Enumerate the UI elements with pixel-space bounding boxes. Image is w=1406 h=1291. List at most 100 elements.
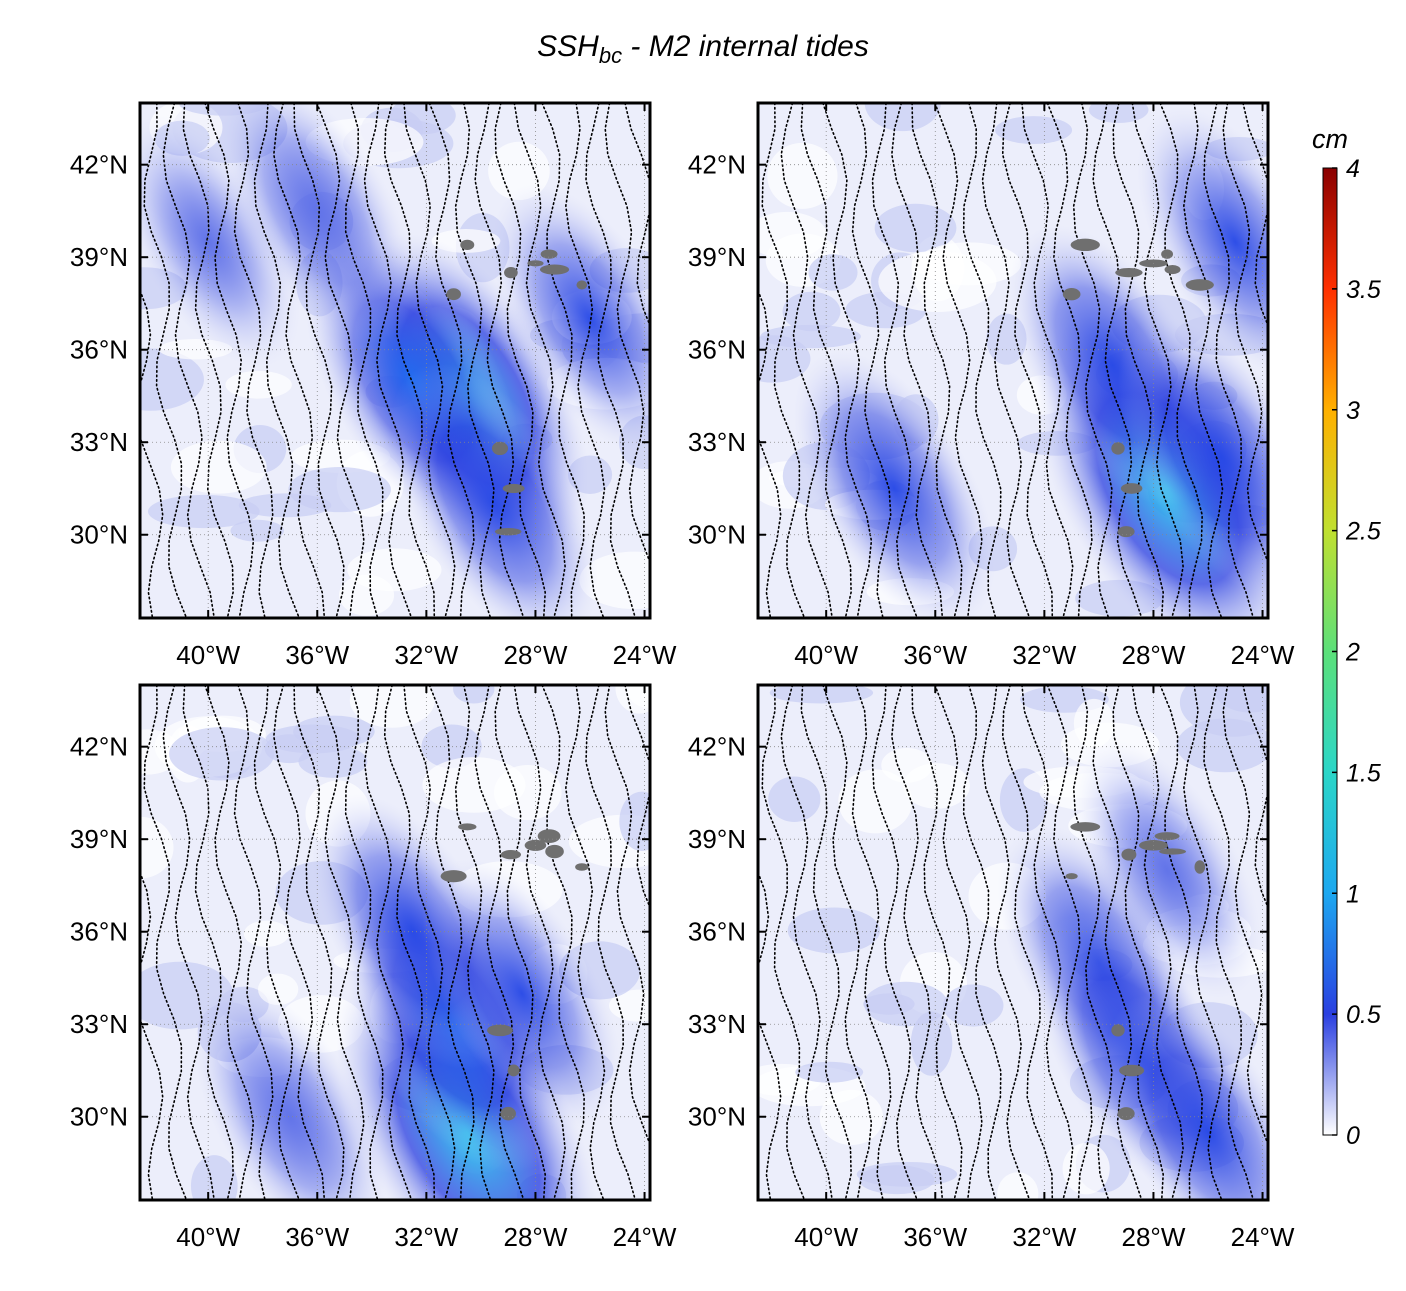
map-panel-top-left: 40°W 36°W 32°W 28°W 24°W 42°N 39°N 36°N 33°N 30°N — [70, 101, 677, 670]
phase-contour — [344, 685, 384, 1200]
texture-patch — [453, 685, 495, 704]
x-tick-label: 28°W — [504, 640, 568, 670]
x-tick-label: 24°W — [1231, 640, 1295, 670]
texture-patch — [264, 734, 315, 764]
x-tick-label: 24°W — [613, 640, 677, 670]
texture-patch — [1088, 103, 1149, 123]
texture-patch — [915, 242, 1022, 286]
phase-contour — [1159, 103, 1204, 618]
island-mark — [1065, 873, 1078, 880]
panel-content — [758, 103, 1268, 618]
phase-contour — [1182, 685, 1224, 1200]
texture-patch — [170, 440, 267, 494]
texture-patch — [1073, 698, 1115, 748]
amplitude-feature — [792, 350, 996, 618]
texture-patch — [768, 776, 821, 822]
phase-contour — [1222, 685, 1268, 1147]
texture-patch — [808, 254, 858, 291]
phase-contour — [162, 103, 215, 618]
phase-contour — [1021, 103, 1074, 618]
texture-patch — [782, 291, 841, 332]
phase-contour — [316, 685, 365, 1200]
island-mark — [1117, 1107, 1135, 1121]
island-mark — [1154, 832, 1180, 841]
phase-contour — [890, 103, 944, 618]
colorbar-unit: cm — [1312, 124, 1348, 154]
texture-patch — [288, 467, 391, 513]
x-tick-label: 24°W — [613, 1222, 677, 1252]
phase-contour — [316, 103, 365, 618]
texture-patch — [421, 724, 482, 769]
island-mark — [540, 249, 558, 259]
island-mark — [1120, 483, 1143, 494]
x-tick-label: 36°W — [285, 1222, 349, 1252]
amplitude-feature — [1117, 316, 1268, 599]
colorbar-tick-label: 2.5 — [1345, 518, 1381, 546]
panel-frame — [756, 683, 1270, 1202]
texture-patch — [1176, 718, 1268, 773]
x-tick-label: 36°W — [903, 640, 967, 670]
island-mark — [487, 1024, 513, 1037]
phase-contour — [162, 685, 215, 1200]
phase-contour — [1046, 103, 1093, 618]
x-tick-label: 32°W — [1012, 640, 1076, 670]
y-tick-label: 42°N — [688, 150, 746, 180]
phase-contour — [293, 685, 345, 1200]
phase-contour — [383, 685, 436, 1200]
panel-frame — [138, 683, 652, 1202]
y-tick-label: 36°N — [688, 335, 746, 365]
amplitude-feature — [1136, 106, 1268, 377]
texture-patch — [943, 984, 1004, 1027]
phase-contour — [541, 685, 586, 1200]
phase-contour — [454, 103, 495, 618]
island-mark — [1185, 279, 1214, 291]
texture-patch — [864, 103, 941, 132]
phase-contour — [911, 685, 963, 1200]
texture-patch — [609, 989, 650, 1022]
phase-contour — [1021, 685, 1074, 1200]
texture-patch — [615, 685, 650, 714]
island-mark — [545, 844, 564, 859]
colorbar-tick-label: 3.5 — [1346, 276, 1381, 304]
island-mark — [576, 280, 588, 290]
x-tick-label: 24°W — [1231, 1222, 1295, 1252]
texture-patch — [787, 907, 881, 954]
phase-contour — [1222, 103, 1268, 565]
texture-patch — [795, 1061, 864, 1083]
texture-patch — [230, 519, 284, 542]
island-mark — [575, 863, 589, 871]
phase-contour — [761, 103, 806, 618]
island-mark — [1111, 1024, 1125, 1037]
phase-contour — [454, 685, 495, 1200]
y-tick-label: 42°N — [688, 732, 746, 762]
phase-contour — [761, 685, 806, 1200]
phase-contour — [513, 103, 566, 618]
island-mark — [1164, 264, 1181, 275]
texture-patch — [243, 920, 290, 947]
island-mark — [1159, 848, 1187, 855]
panel-frame — [756, 101, 1270, 620]
phase-contour — [1001, 685, 1054, 1200]
phase-contour — [253, 103, 300, 618]
phase-contour — [403, 685, 456, 1200]
phase-contour — [890, 685, 944, 1200]
phase-contour — [403, 103, 456, 618]
phase-contour — [1203, 103, 1255, 618]
amplitude-feature — [220, 103, 415, 344]
x-tick-label: 32°W — [1012, 1222, 1076, 1252]
x-tick-label: 40°W — [176, 1222, 240, 1252]
texture-patch — [767, 142, 838, 209]
texture-patch — [190, 1155, 238, 1200]
phase-contour — [585, 685, 637, 1200]
phase-contour — [143, 685, 188, 1200]
phase-contour — [233, 685, 274, 1200]
amplitude-feature — [390, 363, 599, 618]
y-tick-label: 42°N — [70, 150, 128, 180]
phase-contour — [1159, 685, 1204, 1200]
phase-contour — [604, 103, 650, 565]
phase-contour — [822, 685, 873, 1200]
phase-contour — [494, 103, 547, 618]
texture-patch — [1213, 685, 1268, 713]
phase-contour — [1046, 685, 1093, 1200]
